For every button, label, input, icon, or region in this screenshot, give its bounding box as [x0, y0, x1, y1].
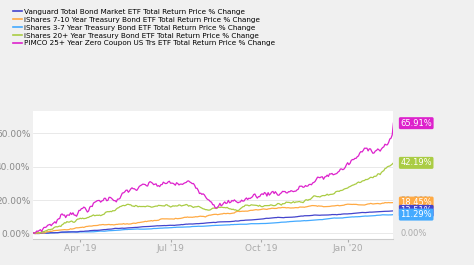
- Text: 11.29%: 11.29%: [401, 210, 432, 219]
- Legend: Vanguard Total Bond Market ETF Total Return Price % Change, iShares 7-10 Year Tr: Vanguard Total Bond Market ETF Total Ret…: [13, 9, 275, 46]
- Text: 0.00%: 0.00%: [401, 229, 427, 238]
- Text: 13.51%: 13.51%: [401, 206, 432, 215]
- Text: 65.91%: 65.91%: [401, 119, 432, 128]
- Text: 18.45%: 18.45%: [401, 198, 432, 207]
- Text: 42.19%: 42.19%: [401, 158, 432, 167]
- Text: 20.00%: 20.00%: [401, 196, 432, 205]
